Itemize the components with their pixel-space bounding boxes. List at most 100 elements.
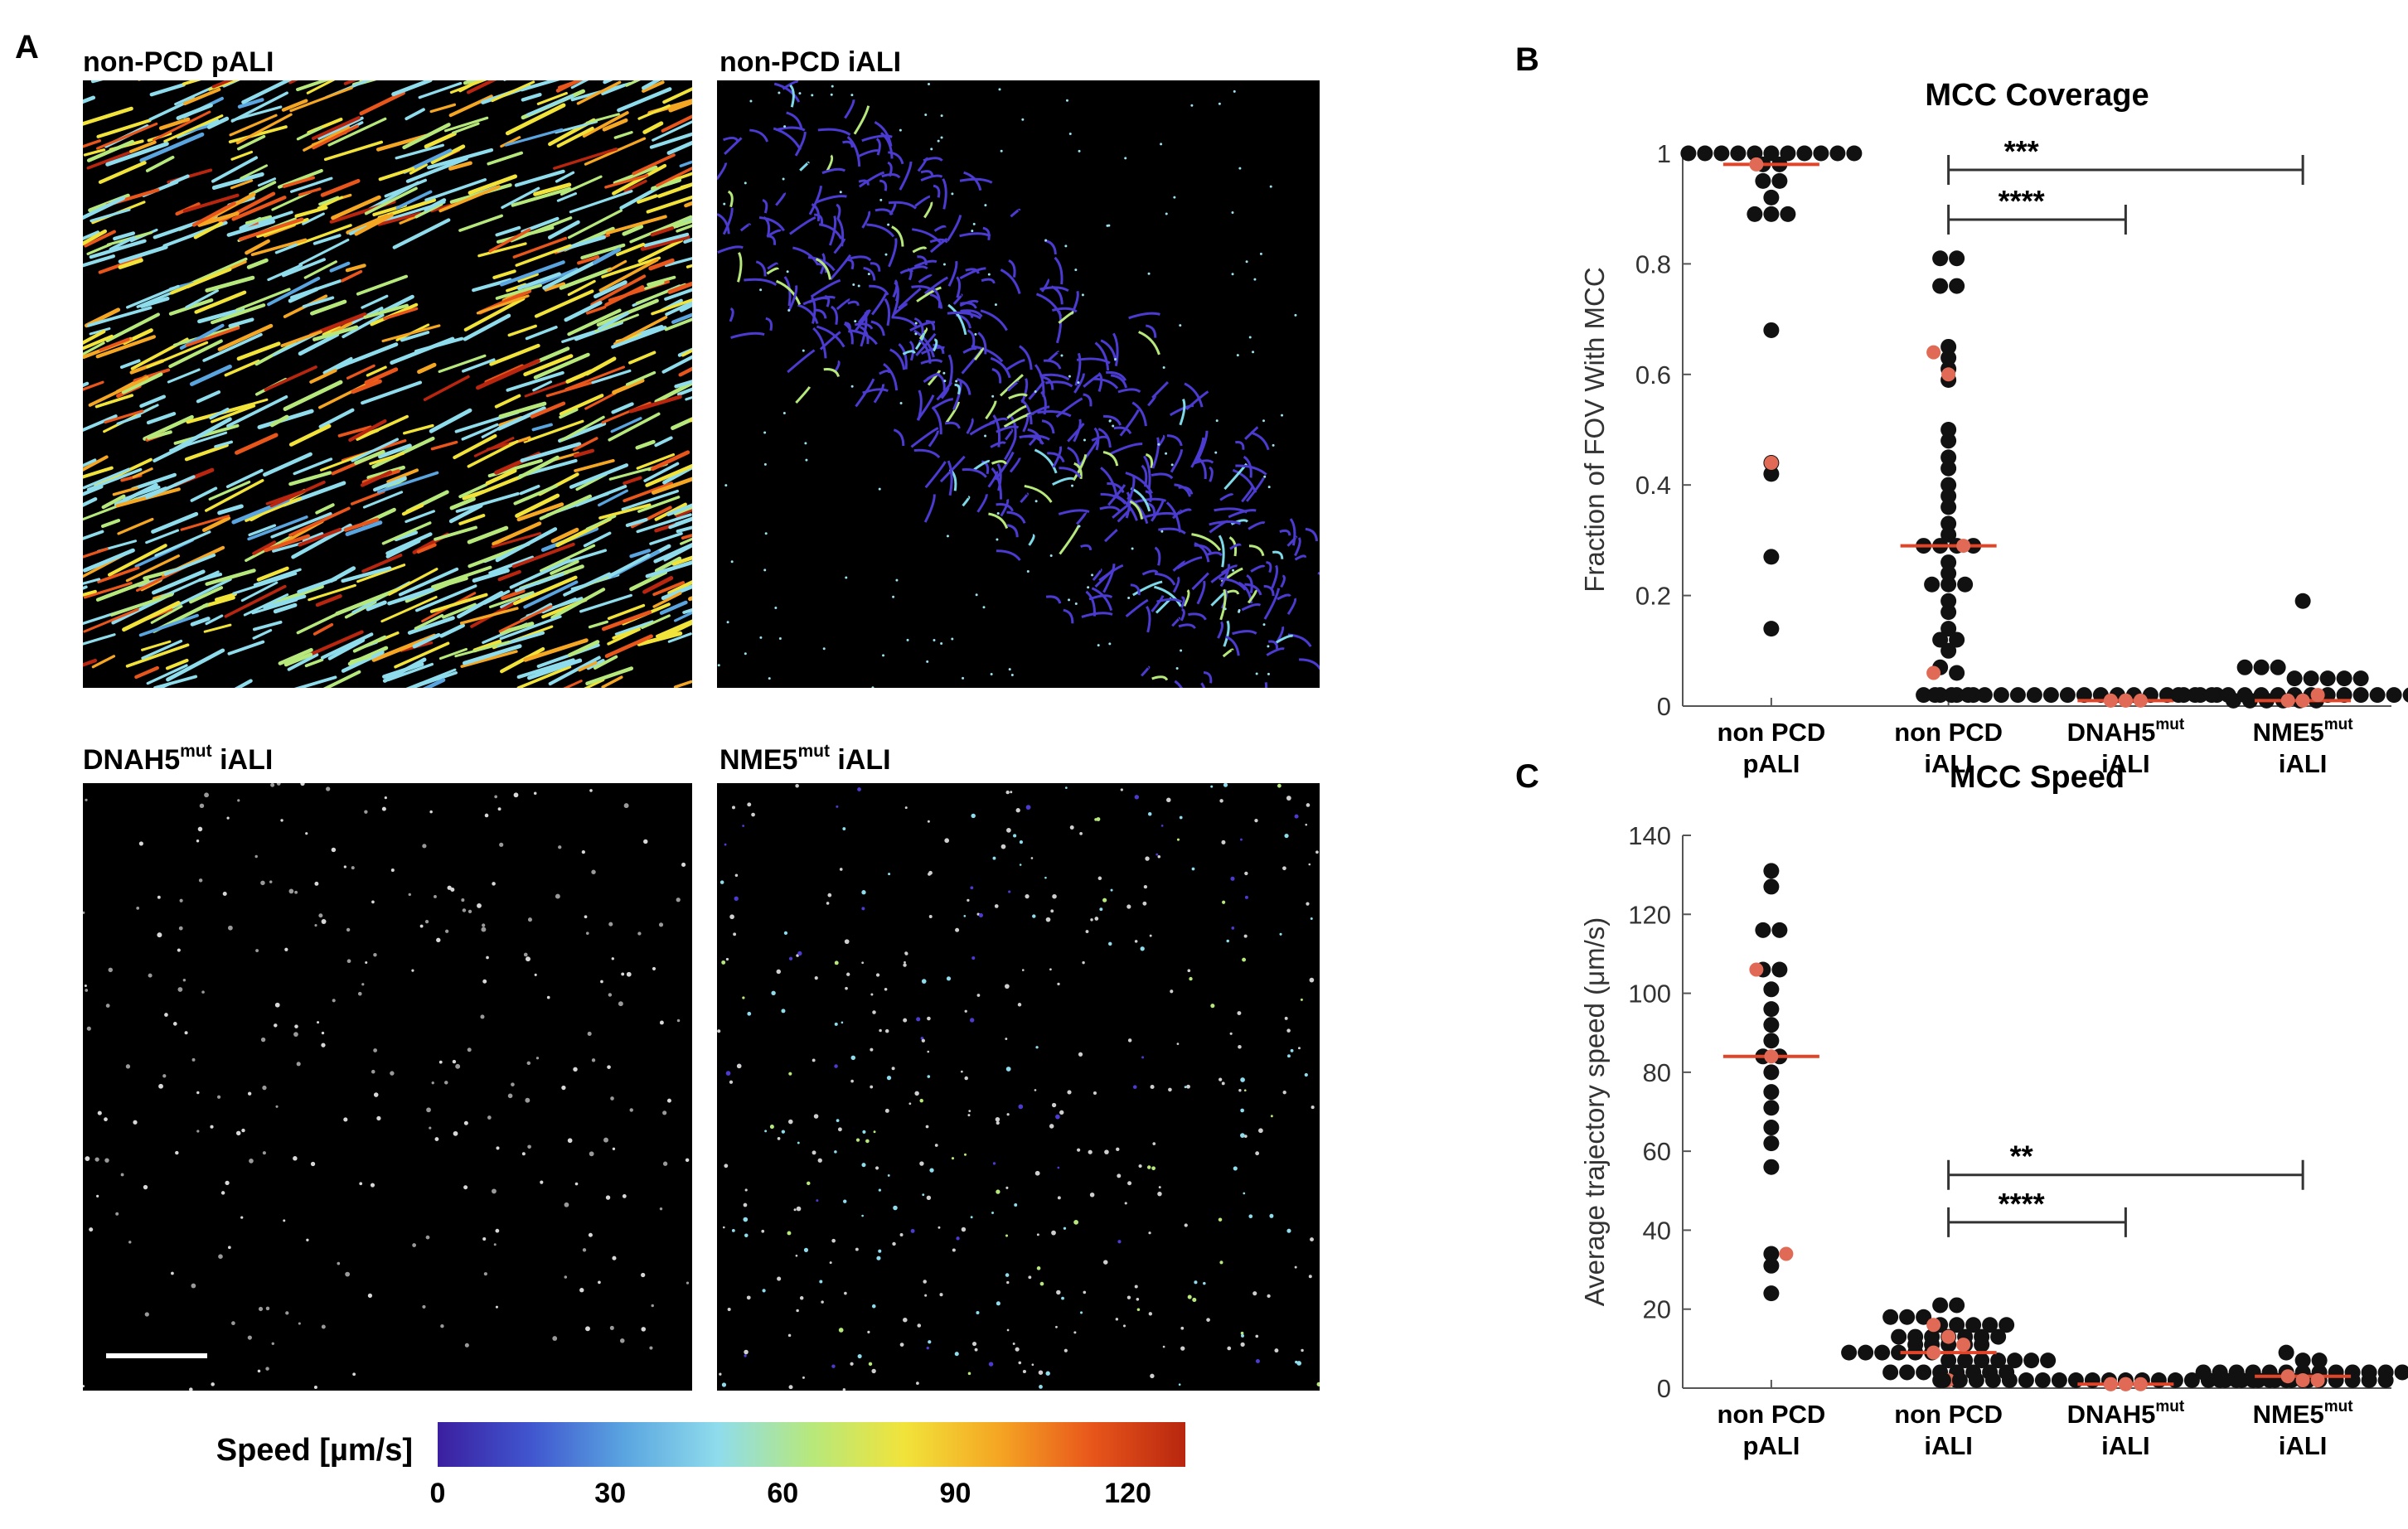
speckle — [494, 795, 497, 799]
speckle — [722, 1226, 725, 1229]
track-streak — [497, 569, 521, 582]
track-streak — [795, 386, 812, 404]
speckle — [1248, 336, 1252, 339]
track-streak — [250, 238, 308, 257]
track-streak — [386, 662, 434, 682]
image-title-pali: non-PCD pALI — [83, 46, 274, 78]
track-streak — [629, 549, 652, 559]
track-streak — [343, 80, 358, 85]
speckle — [733, 932, 737, 936]
speckle — [797, 1141, 800, 1144]
speckle — [125, 1064, 131, 1069]
speckle — [1238, 1044, 1242, 1049]
speckle — [676, 898, 681, 902]
track-streak — [205, 569, 256, 586]
speckle — [564, 1202, 569, 1207]
speckle — [326, 786, 331, 791]
track-streak — [879, 370, 891, 375]
track-streak — [263, 594, 307, 610]
track-streak — [1286, 598, 1297, 615]
track-streak — [1174, 483, 1191, 497]
data-point — [1771, 922, 1788, 938]
speckle — [1170, 463, 1174, 467]
track-streak — [362, 491, 404, 509]
speckle — [637, 931, 642, 936]
speckle — [1124, 157, 1127, 160]
track-streak — [1185, 390, 1209, 410]
speckle — [995, 1116, 1001, 1122]
track-streak — [666, 503, 692, 516]
data-point — [1916, 1309, 1932, 1325]
speckle — [588, 1232, 593, 1237]
speckle — [525, 956, 531, 962]
data-point — [1697, 145, 1713, 162]
speckle — [1274, 1348, 1279, 1353]
track-streak — [1289, 518, 1296, 546]
speckle — [564, 1275, 568, 1279]
track-streak — [695, 673, 712, 680]
speckle — [1005, 1067, 1011, 1072]
data-point — [1951, 1372, 1968, 1388]
speckle — [1015, 1347, 1020, 1352]
track-streak — [252, 628, 273, 640]
speckle — [719, 880, 724, 884]
speckle — [1010, 791, 1013, 794]
track-streak — [1102, 414, 1122, 426]
speckle — [782, 412, 786, 415]
speckle — [1284, 1016, 1288, 1020]
data-point — [1763, 863, 1780, 879]
track-streak — [373, 476, 407, 492]
track-streak — [461, 423, 499, 441]
category-label-line2: iALI — [1924, 1431, 1973, 1460]
speckle — [603, 1137, 608, 1143]
speckle — [910, 1228, 915, 1233]
track-streak — [95, 335, 156, 359]
track-streak — [1266, 561, 1272, 573]
speckle — [884, 988, 888, 991]
track-streak — [717, 212, 730, 235]
speckle — [1258, 1128, 1263, 1134]
speckle — [585, 1326, 590, 1332]
speckle — [612, 1147, 616, 1150]
speckle — [1240, 1331, 1244, 1335]
track-streak — [645, 463, 692, 487]
track-streak — [590, 274, 647, 307]
track-streak — [918, 274, 933, 283]
speckle — [1073, 1219, 1079, 1225]
track-streak — [249, 181, 277, 196]
track-streak — [601, 675, 623, 688]
track-streak — [128, 140, 157, 153]
speckle — [1165, 452, 1168, 455]
track-streak — [682, 607, 692, 614]
track-streak — [1130, 583, 1141, 596]
track-streak — [449, 496, 476, 510]
speckle — [1088, 1149, 1093, 1154]
track-streak — [1279, 529, 1291, 536]
track-streak — [1126, 476, 1136, 506]
speckle — [412, 1243, 417, 1247]
track-streak — [844, 322, 851, 333]
speckle — [974, 1348, 978, 1352]
y-tick-label: 100 — [1628, 980, 1671, 1009]
speckle — [300, 783, 305, 786]
speckle — [228, 1246, 231, 1250]
track-streak — [957, 378, 971, 395]
speckle — [914, 332, 918, 336]
track-streak — [786, 111, 803, 130]
speckle — [1309, 977, 1315, 983]
speckle — [1186, 1084, 1190, 1089]
track-streak — [402, 123, 451, 150]
significance-label: *** — [2004, 134, 2039, 168]
track-streak — [298, 187, 322, 196]
speckle — [1184, 1223, 1188, 1227]
track-streak — [588, 620, 608, 629]
track-streak — [981, 460, 990, 475]
track-streak — [143, 414, 194, 441]
speckle — [612, 1256, 617, 1260]
track-streak — [523, 419, 584, 443]
track-streak — [211, 172, 264, 191]
track-streak — [83, 196, 126, 220]
speckle — [887, 1173, 890, 1177]
speckle — [996, 1120, 1000, 1125]
speckle — [589, 1151, 594, 1157]
